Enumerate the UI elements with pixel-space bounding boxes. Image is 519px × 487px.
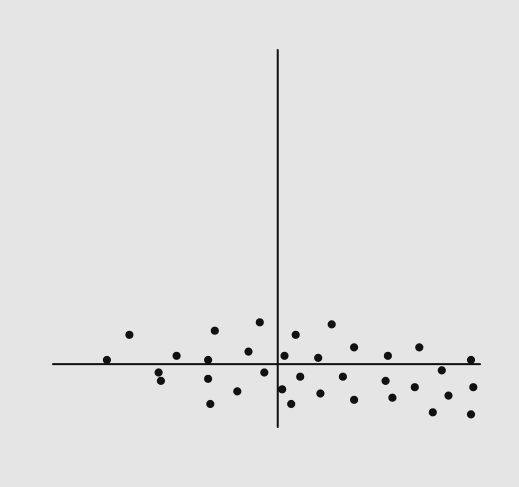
data-point: [437, 366, 446, 375]
data-point: [316, 389, 325, 398]
data-point: [102, 355, 112, 365]
data-points-group: [102, 318, 478, 419]
data-point: [244, 347, 253, 356]
data-point: [172, 351, 181, 360]
data-point: [154, 368, 163, 377]
data-point: [260, 368, 269, 377]
data-point: [410, 383, 419, 392]
data-point: [466, 410, 476, 419]
data-point: [383, 351, 392, 360]
data-point: [278, 385, 287, 394]
data-point: [210, 326, 219, 335]
data-point: [338, 372, 347, 381]
data-point: [125, 330, 134, 339]
data-point: [428, 408, 437, 417]
data-point: [296, 372, 305, 381]
data-point: [350, 395, 359, 404]
data-point: [156, 376, 165, 385]
data-point: [314, 353, 323, 362]
data-point: [204, 374, 213, 383]
data-point: [280, 351, 289, 360]
data-point: [415, 343, 424, 352]
data-point: [255, 318, 264, 327]
data-point: [291, 330, 300, 339]
data-point: [327, 320, 336, 329]
data-point: [204, 355, 213, 365]
data-point: [444, 391, 453, 400]
data-point: [350, 343, 359, 352]
data-point: [206, 399, 215, 409]
data-point: [287, 399, 296, 409]
data-point: [466, 355, 476, 365]
data-point: [388, 393, 397, 402]
data-point: [469, 383, 478, 392]
data-point: [381, 376, 390, 385]
data-point: [233, 387, 242, 396]
